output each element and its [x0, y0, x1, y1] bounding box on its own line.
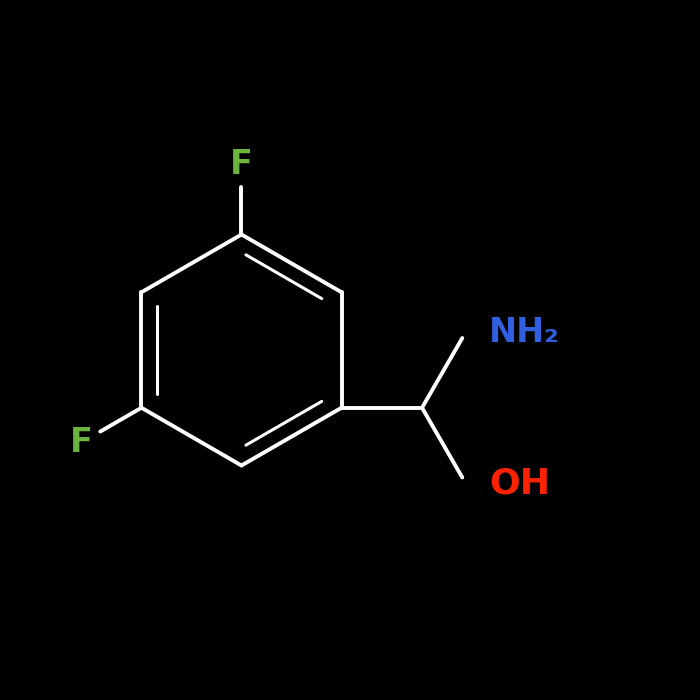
Text: OH: OH: [489, 466, 550, 500]
Text: NH₂: NH₂: [489, 316, 559, 349]
Text: F: F: [69, 426, 92, 459]
Text: F: F: [230, 148, 253, 181]
